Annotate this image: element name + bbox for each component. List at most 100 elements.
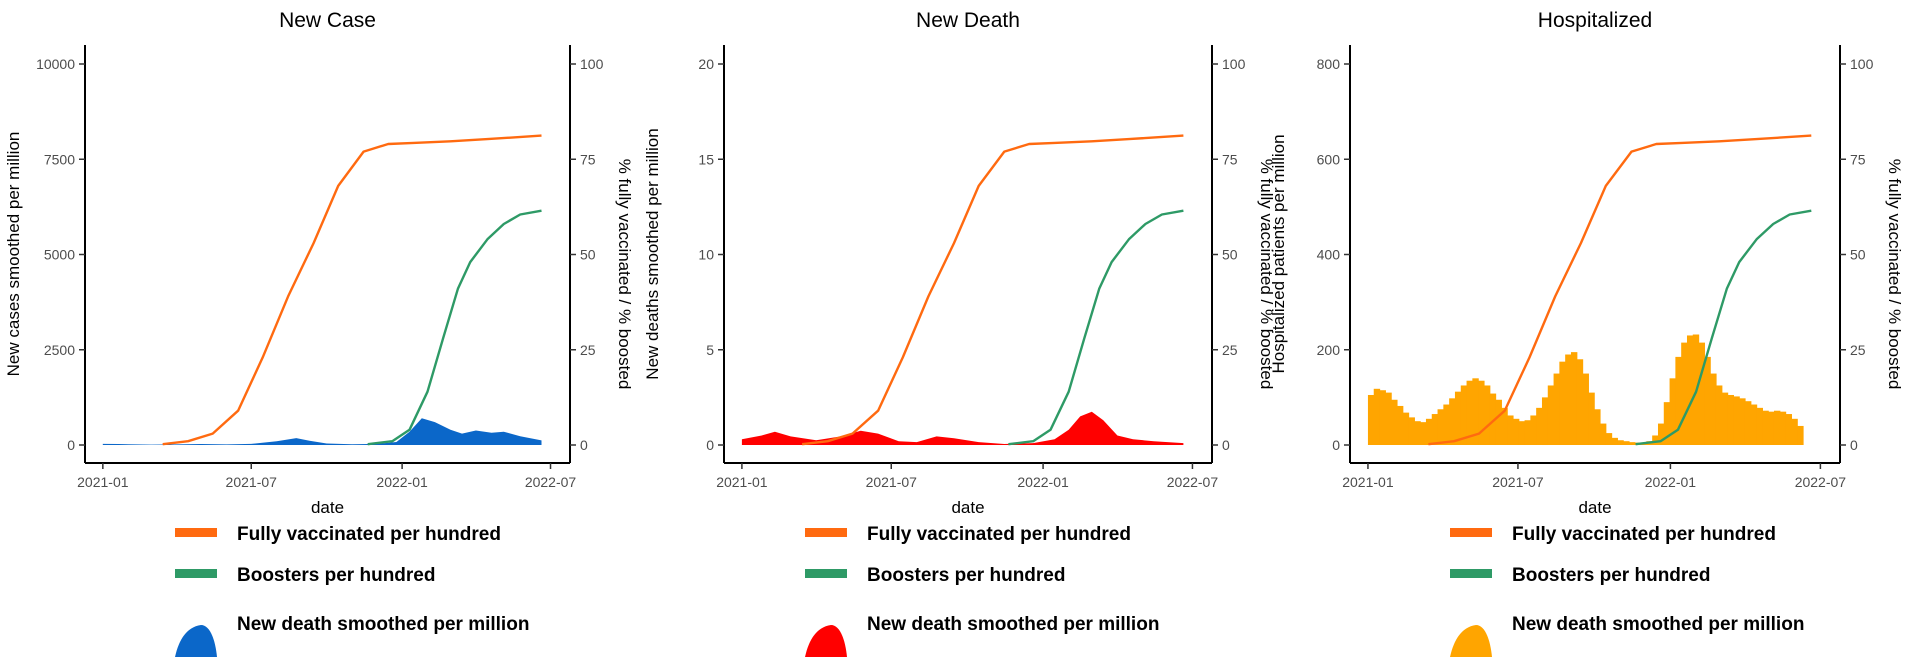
y-tick-label: 800 xyxy=(1317,56,1341,72)
y2-tick-label: 50 xyxy=(580,247,596,263)
hospitalized-bar xyxy=(1675,356,1682,445)
hospitalized-bar xyxy=(1698,342,1705,445)
hospitalized-bar xyxy=(1628,442,1636,445)
hospitalized-bar xyxy=(1437,409,1444,445)
hospitalized-bar xyxy=(1536,407,1543,445)
y2-tick-label: 25 xyxy=(580,342,596,358)
y2-tick-label: 75 xyxy=(1222,151,1238,167)
legend-label: Fully vaccinated per hundred xyxy=(237,524,501,545)
legend-label: Boosters per hundred xyxy=(237,565,435,586)
x-tick-label: 2022-01 xyxy=(376,474,428,490)
x-tick-label: 2022-01 xyxy=(1017,474,1069,490)
hospitalized-bar xyxy=(1739,398,1746,445)
legend-label: Boosters per hundred xyxy=(1512,565,1710,586)
hospitalized-bar xyxy=(1582,373,1589,445)
legend-swatch-fully-vaccinated-per-hundred xyxy=(175,528,217,537)
legend-label: Fully vaccinated per hundred xyxy=(1512,524,1776,545)
hospitalized-bar xyxy=(1570,352,1578,445)
legend-swatch-fully-vaccinated-per-hundred xyxy=(1450,528,1492,537)
hospitalized-bar xyxy=(1715,385,1723,445)
x-tick-label: 2022-07 xyxy=(1167,474,1219,490)
hospitalized-bar xyxy=(1385,392,1392,445)
y2-tick-label: 25 xyxy=(1850,342,1866,358)
legend-label: New death smoothed per million xyxy=(867,614,1159,635)
x-tick-label: 2021-01 xyxy=(716,474,768,490)
y-tick-label: 2500 xyxy=(44,342,75,358)
y-tick-label: 0 xyxy=(1332,437,1340,453)
hospitalized-bar xyxy=(1553,373,1560,445)
hospitalized-bar xyxy=(1414,421,1421,445)
y-tick-label: 15 xyxy=(698,151,714,167)
y-tick-label: 7500 xyxy=(44,151,75,167)
y2-tick-label: 75 xyxy=(580,151,596,167)
hospitalized-bar xyxy=(1768,411,1775,445)
hospitalized-bar xyxy=(1576,359,1584,445)
y2-tick-label: 25 xyxy=(1222,342,1238,358)
panel-title: New Case xyxy=(279,9,376,32)
hospitalized-bar xyxy=(1489,393,1497,445)
legend-label: Fully vaccinated per hundred xyxy=(867,524,1131,545)
panel-title: New Death xyxy=(916,9,1020,32)
y-tick-label: 200 xyxy=(1317,342,1341,358)
legend: Fully vaccinated per hundred Boosters per… xyxy=(175,524,529,657)
y2-tick-label: 50 xyxy=(1850,247,1866,263)
x-tick-label: 2022-01 xyxy=(1645,474,1697,490)
hospitalized-bar xyxy=(1495,399,1502,445)
hospitalized-bar xyxy=(1443,404,1450,445)
y-axis-title: Hospitalized patients per million xyxy=(1269,134,1288,373)
hospitalized-bar xyxy=(1686,335,1694,445)
y2-tick-label: 100 xyxy=(1222,56,1246,72)
hospitalized-bar xyxy=(1750,404,1758,445)
hospitalized-bar xyxy=(1425,418,1433,445)
hospitalized-bar xyxy=(1721,392,1729,445)
y-tick-label: 5000 xyxy=(44,247,75,263)
y-tick-label: 10 xyxy=(698,247,714,263)
hospitalized-bar xyxy=(1391,399,1398,445)
legend-label: New death smoothed per million xyxy=(237,614,529,635)
legend: Fully vaccinated per hundred Boosters per… xyxy=(805,524,1159,657)
x-tick-label: 2022-07 xyxy=(525,474,577,490)
line-boosters-per-hundred xyxy=(1008,209,1184,446)
hospitalized-bar xyxy=(1379,390,1386,445)
x-tick-label: 2021-07 xyxy=(866,474,918,490)
hospitalized-bar xyxy=(1733,396,1740,445)
hospitalized-bar xyxy=(1599,423,1607,445)
hospitalized-bar xyxy=(1431,414,1439,445)
hospitalized-bar xyxy=(1524,420,1531,445)
hospitalized-bar xyxy=(1466,380,1473,445)
hospitalized-bar xyxy=(1704,356,1711,445)
y2-tick-label: 0 xyxy=(580,437,588,453)
hospitalized-bar xyxy=(1727,394,1734,445)
hospitalized-bar xyxy=(1460,385,1468,445)
y2-tick-label: 50 xyxy=(1222,247,1238,263)
hospitalized-bar xyxy=(1559,361,1566,445)
hospitalized-bar xyxy=(1657,423,1665,445)
y-tick-label: 5 xyxy=(706,342,714,358)
legend-swatch-boosters-per-hundred xyxy=(175,569,217,578)
hospitalized-bar xyxy=(1501,407,1508,445)
hospitalized-bar xyxy=(1797,425,1804,445)
hospitalized-bar xyxy=(1762,410,1769,445)
hospitalized-bar xyxy=(1420,422,1427,445)
x-tick-label: 2021-01 xyxy=(77,474,129,490)
hospitalized-bar xyxy=(1408,417,1415,445)
x-axis-title: date xyxy=(951,498,984,517)
x-tick-label: 2021-07 xyxy=(226,474,278,490)
legend-swatch-area xyxy=(805,625,847,657)
y2-tick-label: 100 xyxy=(1850,56,1874,72)
legend-swatch-boosters-per-hundred xyxy=(805,569,847,578)
y-tick-label: 20 xyxy=(698,56,714,72)
panel-title: Hospitalized xyxy=(1538,9,1652,32)
hospitalized-bar xyxy=(1565,354,1572,445)
legend-label: Boosters per hundred xyxy=(867,565,1065,586)
hospitalized-bar xyxy=(1791,418,1798,445)
area-new-case xyxy=(102,418,542,445)
y-axis-title: New cases smoothed per million xyxy=(4,132,23,377)
y2-tick-label: 75 xyxy=(1850,151,1866,167)
legend-label: New death smoothed per million xyxy=(1512,614,1804,635)
hospitalized-bar xyxy=(1785,414,1792,445)
area-new-death xyxy=(741,411,1184,445)
hospitalized-bar xyxy=(1396,405,1404,445)
